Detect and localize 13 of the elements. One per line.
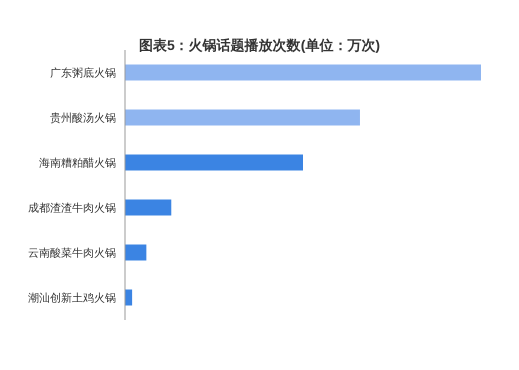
y-tick-label: 贵州酸汤火锅 — [50, 112, 116, 124]
chart-title: 图表5：火锅话题播放次数(单位：万次) — [138, 37, 380, 53]
bar — [125, 64, 481, 80]
y-tick-label: 云南酸菜牛肉火锅 — [28, 246, 116, 260]
bar — [125, 110, 360, 126]
y-tick-label: 潮汕创新土鸡火锅 — [28, 292, 116, 304]
bar — [125, 200, 172, 216]
y-tick-label: 广东粥底火锅 — [50, 66, 116, 80]
bar — [125, 290, 132, 306]
bar — [125, 154, 303, 170]
bar — [125, 244, 146, 260]
y-tick-label: 海南糟粕醋火锅 — [39, 156, 116, 170]
y-tick-label: 成都渣渣牛肉火锅 — [28, 202, 116, 214]
